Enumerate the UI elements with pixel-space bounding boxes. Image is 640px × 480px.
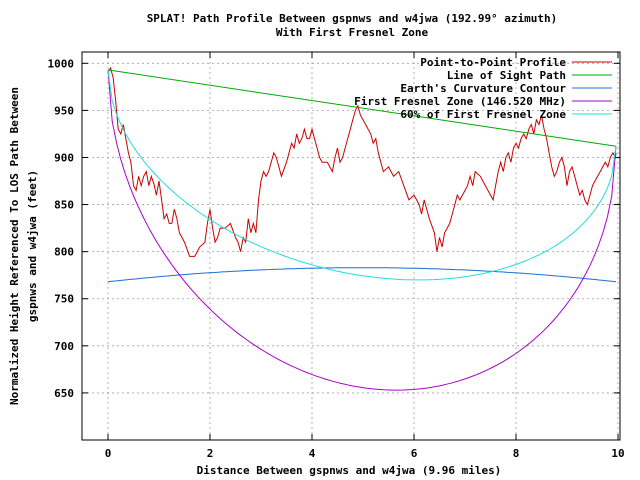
y-tick-label: 800 — [54, 246, 74, 259]
series-group — [107, 66, 617, 391]
y-axis-label-line1: Normalized Height Referenced To LOS Path… — [8, 87, 21, 405]
x-tick-label: 10 — [611, 447, 624, 460]
y-tick-label: 850 — [54, 199, 74, 212]
legend-label: Line of Sight Path — [447, 69, 566, 82]
x-axis-label: Distance Between gspnws and w4jwa (9.96 … — [197, 464, 502, 477]
y-tick-label: 650 — [54, 387, 74, 400]
series-line-1 — [107, 66, 617, 257]
series-line-2 — [107, 69, 617, 147]
y-axis-label-line2: gspnws and w4jwa (feet) — [26, 170, 39, 322]
x-tick-label: 2 — [207, 447, 214, 460]
chart-title: SPLAT! Path Profile Between gspnws and w… — [147, 12, 558, 25]
legend-label: 60% of First Fresnel Zone — [400, 108, 566, 121]
plot-frame — [81, 51, 621, 441]
legend-label: First Fresnel Zone (146.520 MHz) — [354, 95, 566, 108]
x-tick-label: 6 — [411, 447, 418, 460]
legend-label: Point-to-Point Profile — [420, 56, 566, 69]
x-tick-label: 0 — [105, 447, 112, 460]
y-tick-label: 1000 — [48, 57, 75, 70]
x-tick-label: 8 — [513, 447, 520, 460]
y-tick-label: 700 — [54, 340, 74, 353]
legend-label: Earth's Curvature Contour — [400, 82, 566, 95]
y-axis-ticks: 650 700 750 800 850 900 950 1000 — [48, 57, 620, 400]
series-line-3 — [107, 267, 617, 283]
y-tick-label: 750 — [54, 293, 74, 306]
x-axis-ticks: 0 2 4 6 8 10 — [105, 52, 625, 460]
y-tick-label: 950 — [54, 104, 74, 117]
series-line-5 — [107, 69, 617, 281]
chart-subtitle: With First Fresnel Zone — [276, 26, 429, 39]
series-line-4 — [107, 69, 617, 391]
y-tick-label: 900 — [54, 151, 74, 164]
x-tick-label: 4 — [309, 447, 316, 460]
